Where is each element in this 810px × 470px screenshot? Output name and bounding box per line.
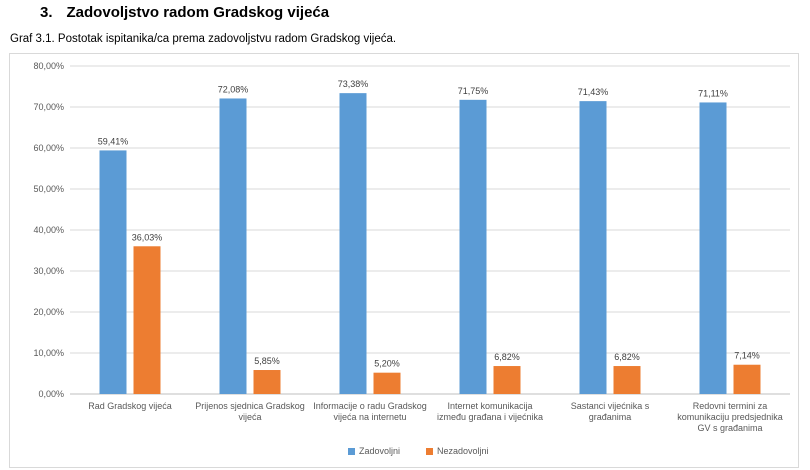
data-label: 6,82% bbox=[494, 352, 520, 362]
data-label: 71,75% bbox=[458, 86, 489, 96]
bar-zadovoljni bbox=[219, 98, 247, 395]
y-tick-label: 80,00% bbox=[33, 61, 64, 71]
data-label: 59,41% bbox=[98, 136, 129, 146]
chart-caption: Graf 3.1. Postotak ispitanika/ca prema z… bbox=[10, 33, 397, 45]
category-label: između građana i vijećnika bbox=[437, 412, 543, 422]
y-tick-label: 20,00% bbox=[33, 307, 64, 317]
section-number: 3. bbox=[40, 4, 53, 21]
section-title: Zadovoljstvo radom Gradskog vijeća bbox=[66, 4, 330, 21]
bar-nezadovoljni bbox=[373, 372, 401, 394]
bar-zadovoljni bbox=[699, 102, 727, 394]
y-tick-label: 60,00% bbox=[33, 143, 64, 153]
bar-zadovoljni bbox=[459, 99, 487, 394]
y-tick-label: 70,00% bbox=[33, 102, 64, 112]
category-label: Prijenos sjednica Gradskog bbox=[195, 401, 305, 411]
y-tick-label: 40,00% bbox=[33, 225, 64, 235]
data-label: 36,03% bbox=[132, 232, 163, 242]
y-tick-label: 30,00% bbox=[33, 266, 64, 276]
bar-nezadovoljni bbox=[733, 364, 761, 394]
data-label: 72,08% bbox=[218, 84, 249, 94]
legend-swatch-zadovoljni bbox=[348, 448, 355, 455]
bar-zadovoljni bbox=[99, 150, 127, 394]
bar-nezadovoljni bbox=[613, 366, 641, 394]
y-tick-label: 0,00% bbox=[38, 389, 64, 399]
bar-nezadovoljni bbox=[253, 370, 281, 394]
bar-chart: 0,00% 10,00% 20,00% 30,00% 40,00% 50,00% 60,00… bbox=[33, 61, 790, 456]
category-label: Redovni termini za bbox=[693, 401, 768, 411]
category-label: Rad Gradskog vijeća bbox=[88, 401, 172, 411]
chart-area: 0,00% 10,00% 20,00% 30,00% 40,00% 50,00% 60,00… bbox=[9, 53, 799, 468]
bar-nezadovoljni bbox=[133, 246, 161, 394]
category-label: vijeća na internetu bbox=[333, 412, 406, 422]
data-label: 73,38% bbox=[338, 79, 369, 89]
bar-zadovoljni bbox=[339, 93, 367, 394]
legend-label-zadovoljni: Zadovoljni bbox=[359, 446, 400, 456]
y-tick-label: 10,00% bbox=[33, 348, 64, 358]
category-label: Sastanci vijećnika s bbox=[571, 401, 650, 411]
section-heading: 3. Zadovoljstvo radom Gradskog vijeća bbox=[40, 4, 329, 21]
bar-zadovoljni bbox=[579, 101, 607, 395]
category-label: GV s građanima bbox=[697, 423, 762, 433]
data-label: 6,82% bbox=[614, 352, 640, 362]
data-label: 71,11% bbox=[698, 88, 728, 98]
data-label: 71,43% bbox=[578, 87, 609, 97]
data-label: 5,85% bbox=[254, 356, 280, 366]
category-label: vijeća bbox=[238, 412, 261, 422]
legend-swatch-nezadovoljni bbox=[426, 448, 433, 455]
data-label: 5,20% bbox=[374, 359, 400, 369]
category-label: građanima bbox=[589, 412, 632, 422]
data-label: 7,14% bbox=[734, 351, 760, 361]
category-label: komunikaciju predsjednika bbox=[677, 412, 783, 422]
bar-nezadovoljni bbox=[493, 366, 521, 394]
category-label: Internet komunikacija bbox=[447, 401, 532, 411]
legend-label-nezadovoljni: Nezadovoljni bbox=[437, 446, 489, 456]
y-tick-label: 50,00% bbox=[33, 184, 64, 194]
category-label: Informacije o radu Gradskog bbox=[313, 401, 427, 411]
